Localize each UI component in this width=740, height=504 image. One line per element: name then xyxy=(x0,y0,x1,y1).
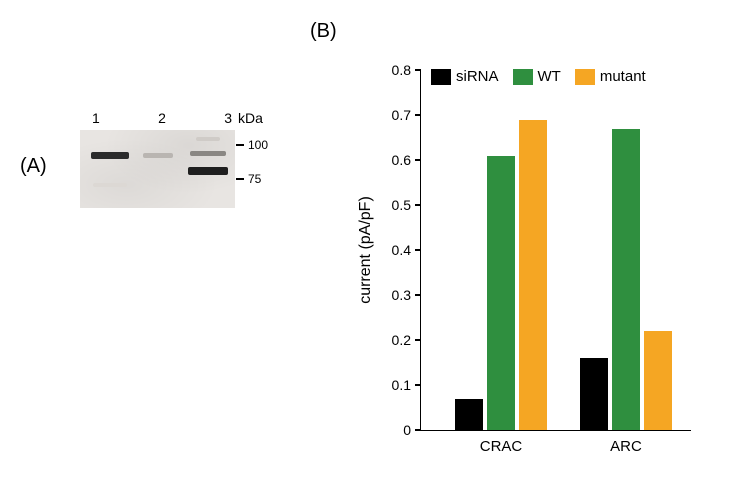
legend-item: siRNA xyxy=(431,68,499,85)
western-blot: 1 2 3 kDa 10075 xyxy=(80,130,270,208)
y-tick xyxy=(415,429,421,431)
legend-swatch xyxy=(431,69,451,85)
blot-band xyxy=(190,151,226,156)
blot-band xyxy=(196,137,220,141)
y-tick-label: 0.6 xyxy=(371,152,411,168)
lane-label: 3 xyxy=(224,110,232,126)
legend-swatch xyxy=(575,69,595,85)
blot-band xyxy=(188,167,228,175)
mw-marker-label: 75 xyxy=(248,172,261,186)
y-tick-label: 0.3 xyxy=(371,287,411,303)
figure-root: (A) 1 2 3 kDa 10075 (B) current (pA/pF) … xyxy=(0,0,740,504)
bar xyxy=(519,120,547,431)
bar xyxy=(612,129,640,431)
bar xyxy=(487,156,515,431)
legend-label: mutant xyxy=(600,68,646,85)
y-tick xyxy=(415,69,421,71)
y-tick-label: 0.2 xyxy=(371,332,411,348)
legend: siRNA WT mutant xyxy=(431,68,646,85)
blot-band xyxy=(91,152,129,159)
mw-marker-tick xyxy=(236,144,244,146)
panel-b-label: (B) xyxy=(310,20,337,43)
y-tick xyxy=(415,204,421,206)
legend-item: WT xyxy=(513,68,561,85)
y-tick-label: 0.5 xyxy=(371,197,411,213)
lane-labels: 1 2 3 xyxy=(92,110,232,126)
bar xyxy=(580,358,608,430)
bar-chart: current (pA/pF) siRNAWTmutant 00.10.20.3… xyxy=(350,50,710,470)
blot-band xyxy=(93,183,127,187)
panel-a-label: (A) xyxy=(20,155,47,178)
lane-label: 1 xyxy=(92,110,100,126)
y-tick xyxy=(415,249,421,251)
plot-area: current (pA/pF) siRNAWTmutant 00.10.20.3… xyxy=(420,70,691,431)
lane-label: 2 xyxy=(158,110,166,126)
blot-image xyxy=(80,130,235,208)
x-group-label: CRAC xyxy=(480,438,523,455)
legend-label: WT xyxy=(538,68,561,85)
y-tick-label: 0.4 xyxy=(371,242,411,258)
mw-marker-label: 100 xyxy=(248,138,268,152)
x-group-label: ARC xyxy=(610,438,642,455)
legend-item: mutant xyxy=(575,68,646,85)
mw-marker-tick xyxy=(236,178,244,180)
y-tick-label: 0 xyxy=(371,422,411,438)
y-tick-label: 0.1 xyxy=(371,377,411,393)
y-tick xyxy=(415,339,421,341)
kda-heading: kDa xyxy=(238,110,263,126)
y-tick xyxy=(415,114,421,116)
blot-band xyxy=(143,153,173,158)
y-tick xyxy=(415,384,421,386)
bar xyxy=(455,399,483,431)
y-tick xyxy=(415,159,421,161)
y-tick-label: 0.8 xyxy=(371,62,411,78)
legend-label: siRNA xyxy=(456,68,499,85)
y-tick xyxy=(415,294,421,296)
legend-swatch xyxy=(513,69,533,85)
bar xyxy=(644,331,672,430)
y-tick-label: 0.7 xyxy=(371,107,411,123)
